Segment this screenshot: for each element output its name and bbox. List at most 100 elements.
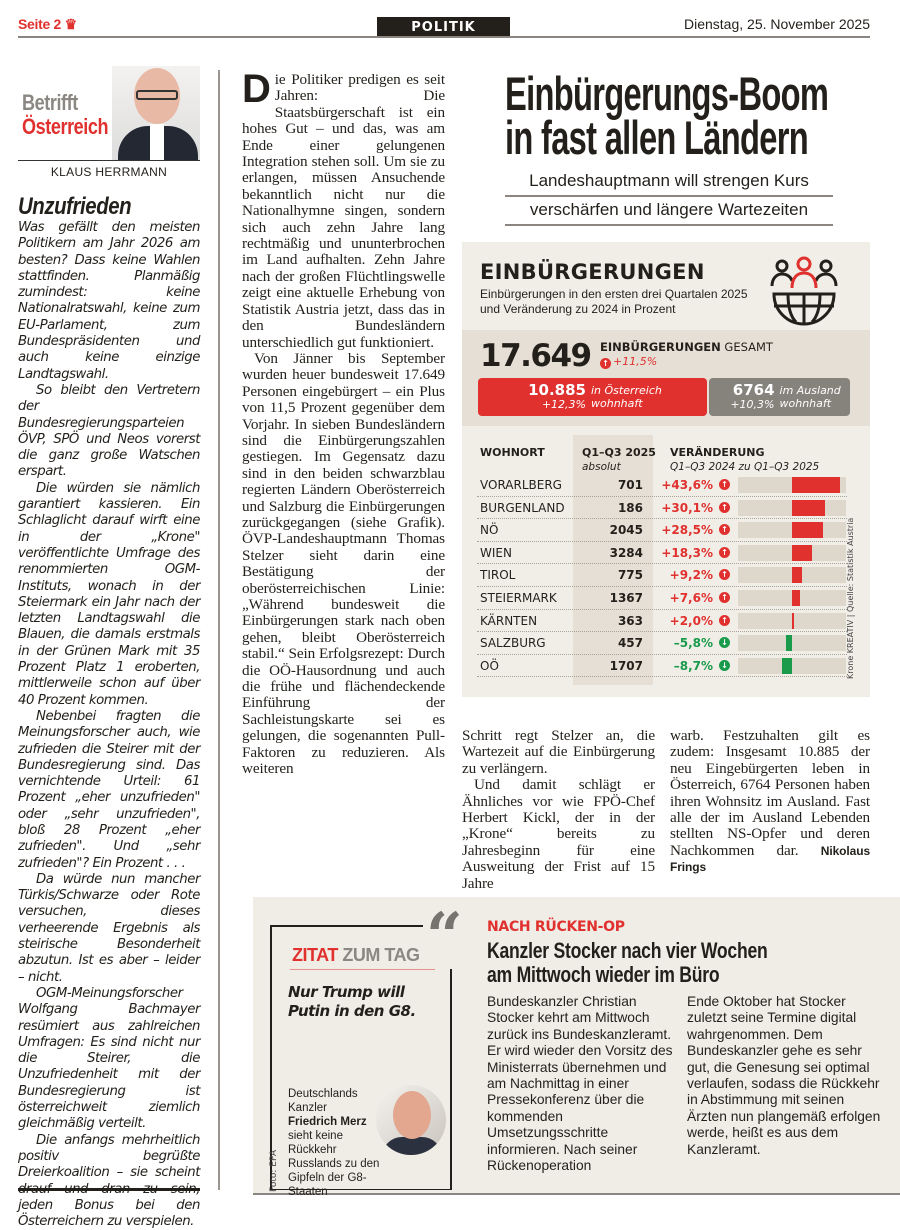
bar-track [738, 590, 846, 606]
section-label: POLITIK [377, 17, 510, 38]
people-globe-icon [770, 256, 838, 326]
arrow-up-icon: ↑ [719, 479, 730, 490]
byline: Nikolaus Frings [670, 843, 871, 875]
infographic-title: EINBÜRGERUNGEN [480, 260, 705, 284]
table-row: NÖ 2045 +28,5% ↑ [477, 519, 847, 542]
divider [18, 160, 200, 161]
arrow-down-icon: ↓ [719, 637, 730, 649]
change-bar [792, 590, 801, 606]
arrow-up-icon: ↑ [719, 501, 730, 513]
ausland-segment: 6764 +10,3% im Ausland wohnhaft [708, 378, 850, 416]
source-credit: Krone KREATIV | Quelle: Statistik Austri… [846, 517, 855, 679]
region-name: OÖ [480, 658, 499, 673]
subtitle-line: verschärfen und längere Wartezeiten [505, 197, 833, 226]
table-row: OÖ 1707 –8,7% ↓ [477, 655, 847, 678]
quote-attribution: Deutschlands Kanzler Friedrich Merz sieht … [288, 1088, 380, 1198]
change-bar [792, 477, 840, 493]
author-photo [112, 66, 200, 160]
region-change: +30,1% [661, 500, 713, 515]
column-title: Unzufrieden [18, 193, 132, 220]
story-headline: Kanzler Stocker nach vier Wochen am Mittw… [487, 938, 768, 987]
quote-mark-icon: “ [423, 905, 466, 969]
divider [18, 1188, 200, 1191]
region-name: NÖ [480, 523, 499, 538]
table-row: WIEN 3284 +18,3% ↑ [477, 542, 847, 565]
crown-icon: ♛ [64, 16, 78, 32]
inland-segment: 10.885 +12,3% in Österreich wohnhaft [478, 378, 707, 416]
change-bar [792, 612, 795, 629]
dropcap: D [242, 67, 271, 111]
bar-track [738, 635, 846, 652]
table-row: VORARLBERG 701 +43,6% ↑ [477, 474, 847, 497]
change-bar [782, 657, 792, 674]
column-header-absolute: Q1–Q3 2025 absolut [582, 446, 656, 473]
bar-track [738, 612, 846, 629]
region-change: +9,2% [669, 568, 713, 583]
arrow-up-icon: ↑ [719, 614, 730, 626]
quote-of-the-day: ZITAT ZUM TAG Nur Trump will Putin in de… [269, 925, 452, 1198]
region-value: 186 [617, 500, 643, 515]
bottom-box: ZITAT ZUM TAG Nur Trump will Putin in de… [253, 897, 900, 1198]
table-row: SALZBURG 457 –5,8% ↓ [477, 632, 847, 655]
region-name: WIEN [480, 545, 512, 560]
article-body-col2: Schritt regt Stelzer an, die Wartezeit a… [462, 727, 655, 892]
total-change: ↑ +11,5% [600, 355, 657, 369]
article-body-col3: warb. Festzuhalten gilt es zudem: Insges… [670, 727, 871, 875]
region-change: +18,3% [661, 545, 713, 560]
headline: Einbürgerungs-Boom in fast allen Ländern [505, 67, 829, 164]
region-value: 1367 [609, 591, 643, 605]
story-kicker: NACH RÜCKEN-OP [487, 919, 625, 935]
arrow-down-icon: ↓ [719, 659, 730, 671]
region-change: +7,6% [669, 591, 713, 605]
quote-title: ZITAT ZUM TAG [292, 945, 420, 965]
region-change: –8,7% [673, 658, 713, 673]
subtitle-line: Landeshauptmann will strengen Kurs [505, 168, 833, 197]
author-name: KLAUS HERRMANN [50, 165, 168, 179]
total-label: EINBÜRGERUNGEN GESAMT [600, 340, 773, 354]
arrow-up-icon: ↑ [719, 524, 730, 536]
region-name: BURGENLAND [480, 500, 565, 515]
column-header-wohnort: WOHNORT [480, 446, 545, 459]
story-body-col1: Bundeskanzler Christian Stocker kehrt am… [487, 994, 673, 1174]
speaker-photo [376, 1085, 446, 1155]
column-body: Was gefällt den meisten Politikern am Ja… [18, 220, 200, 1230]
region-value: 363 [617, 613, 643, 628]
region-value: 1707 [609, 658, 643, 673]
bar-track [738, 567, 846, 584]
bar-track [738, 522, 846, 539]
table-row: TIROL 775 +9,2% ↑ [477, 564, 847, 587]
issue-date: Dienstag, 25. November 2025 [684, 16, 870, 32]
table-row: STEIERMARK 1367 +7,6% ↑ [477, 587, 847, 610]
bar-track [738, 477, 846, 493]
table-row: BURGENLAND 186 +30,1% ↑ [477, 497, 847, 520]
infographic-description: Einbürgerungen in den ersten drei Quarta… [480, 287, 748, 316]
bar-track [738, 499, 846, 516]
region-name: STEIERMARK [480, 591, 557, 605]
infographic: EINBÜRGERUNGEN Einbürgerungen in den ers… [462, 242, 870, 697]
region-change: +2,0% [669, 613, 713, 628]
column-divider [218, 70, 220, 1190]
arrow-up-icon: ↑ [600, 358, 611, 369]
arrow-up-icon: ↑ [719, 592, 730, 603]
region-value: 2045 [609, 523, 643, 538]
table-row: KÄRNTEN 363 +2,0% ↑ [477, 610, 847, 633]
bar-track [738, 544, 846, 561]
article-body-col1: D ie Politiker predigen es seit Jahren: … [242, 67, 445, 778]
region-change: –5,8% [673, 636, 713, 651]
change-bar [792, 499, 826, 516]
region-name: SALZBURG [480, 636, 546, 651]
photo-credit: Foto: EPA [269, 1150, 279, 1192]
region-value: 457 [617, 636, 643, 651]
page-number: Seite 2 ♛ [18, 16, 78, 32]
region-name: VORARLBERG [480, 478, 562, 492]
arrow-up-icon: ↑ [719, 569, 730, 581]
region-name: KÄRNTEN [480, 613, 538, 628]
region-value: 3284 [609, 545, 643, 560]
column-rubric: Betrifft Österreich [22, 90, 109, 139]
change-bar [785, 635, 792, 652]
region-name: TIROL [480, 568, 516, 583]
story-body-col2: Ende Oktober hat Stocker zuletzt seine T… [687, 994, 881, 1157]
column-header-change: VERÄNDERUNG Q1–Q3 2024 zu Q1–Q3 2025 [670, 446, 820, 473]
region-change: +28,5% [661, 523, 713, 538]
change-bar [792, 544, 813, 561]
